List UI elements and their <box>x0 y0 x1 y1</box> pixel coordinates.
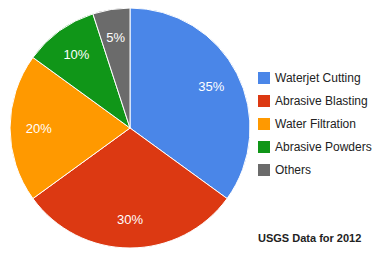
legend: Waterjet Cutting Abrasive Blasting Water F… <box>258 71 372 177</box>
data-label: 10% <box>63 47 89 62</box>
legend-swatch <box>258 141 270 153</box>
legend-swatch <box>258 72 270 84</box>
legend-label: Abrasive Powders <box>275 140 372 154</box>
legend-item: Abrasive Blasting <box>258 94 368 108</box>
legend-item: Water Filtration <box>258 117 356 131</box>
legend-item: Others <box>258 163 311 177</box>
data-label: 20% <box>26 121 52 136</box>
legend-swatch <box>258 95 270 107</box>
legend-label: Abrasive Blasting <box>275 94 368 108</box>
data-labels: 35% 30% 20% 10% 5% <box>26 30 225 226</box>
pie <box>10 8 250 248</box>
data-label: 5% <box>106 30 125 45</box>
data-label: 30% <box>117 212 143 227</box>
legend-item: Abrasive Powders <box>258 140 372 154</box>
legend-item: Waterjet Cutting <box>258 71 361 85</box>
title: USGS Data for 2012 <box>258 232 361 244</box>
legend-swatch <box>258 164 270 176</box>
pie-slice <box>93 8 130 128</box>
data-label: 35% <box>198 79 224 94</box>
legend-label: Others <box>275 163 311 177</box>
legend-label: Water Filtration <box>275 117 356 131</box>
legend-swatch <box>258 118 270 130</box>
chart: 35% 30% 20% 10% 5% Waterjet Cutting Abrasive B… <box>0 0 380 255</box>
legend-label: Waterjet Cutting <box>275 71 361 85</box>
